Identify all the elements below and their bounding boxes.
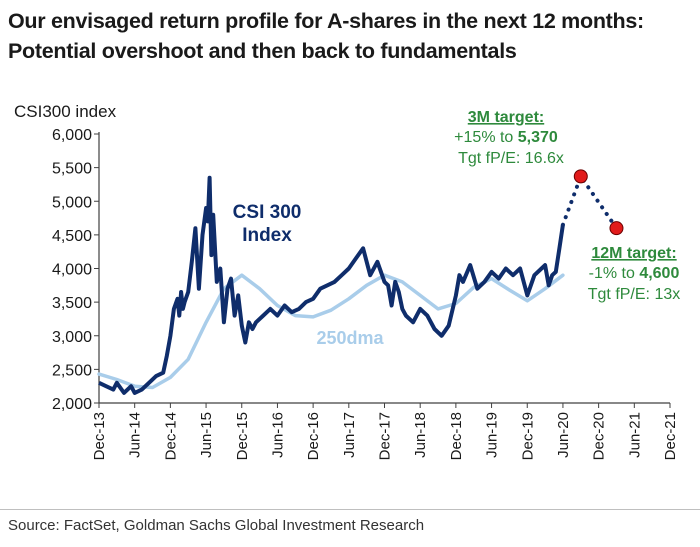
- y-tick-label: 5,500: [52, 161, 92, 178]
- title-line-1: Our envisaged return profile for A-share…: [8, 9, 644, 33]
- y-axis-label: CSI300 index: [14, 102, 117, 121]
- line-chart: CSI300 index 2,000 2,500 3,000 3,500 4,000 4,…: [14, 102, 680, 460]
- dma250-label: 250dma: [316, 328, 384, 348]
- x-tick-label: Jun-19: [484, 412, 501, 458]
- y-axis-ticks: 2,000 2,500 3,000 3,500 4,000 4,500 5,000 5,500…: [52, 127, 99, 413]
- series-layer: [97, 169, 624, 395]
- x-tick-label: Jun-17: [341, 412, 358, 458]
- target-annotations: 3M target: +15% to 5,370 Tgt fP/E: 16.6x…: [454, 109, 680, 303]
- y-tick-label: 6,000: [52, 127, 92, 144]
- axes: [98, 132, 670, 404]
- x-axis-ticks: Dec-13 Jun-14 Dec-14 Jun-15 Dec-15 Jun-16 Dec-…: [91, 403, 679, 460]
- x-tick-label: Jun-16: [269, 412, 286, 458]
- y-tick-label: 2,000: [52, 396, 92, 413]
- x-tick-label: Jun-21: [626, 412, 643, 458]
- x-tick-label: Dec-21: [662, 412, 679, 460]
- y-tick-label: 3,500: [52, 295, 92, 312]
- y-tick-label: 4,500: [52, 228, 92, 245]
- series-csi300-line: [98, 175, 565, 395]
- target-12m-heading: 12M target:: [591, 245, 676, 262]
- y-tick-label: 2,500: [52, 362, 92, 379]
- x-tick-label: Dec-16: [305, 412, 322, 460]
- series-labels: CSI 300 Index 250dma: [233, 202, 385, 348]
- target-12m-line2: -1% to 4,600: [589, 265, 680, 282]
- target-3m-line2: +15% to 5,370: [454, 129, 558, 146]
- series-projection-dotted-line: [560, 172, 619, 231]
- y-tick-label: 4,000: [52, 262, 92, 279]
- target-12m-line3: Tgt fP/E: 13x: [588, 286, 680, 303]
- target-3m-line3: Tgt fP/E: 16.6x: [458, 150, 564, 167]
- title-line-2: Potential overshoot and then back to fun…: [8, 39, 517, 63]
- y-tick-label: 3,000: [52, 329, 92, 346]
- csi300-label-line-1: CSI 300: [233, 202, 302, 223]
- x-tick-label: Jun-15: [198, 412, 215, 458]
- x-tick-label: Dec-17: [377, 412, 394, 460]
- csi300-label-line-2: Index: [242, 225, 292, 246]
- x-tick-label: Dec-20: [591, 412, 608, 460]
- x-tick-label: Jun-18: [412, 412, 429, 458]
- y-tick-label: 5,000: [52, 194, 92, 211]
- target-3m-heading: 3M target:: [468, 109, 544, 126]
- chart-title: Our envisaged return profile for A-share…: [8, 6, 698, 66]
- x-tick-label: Dec-15: [234, 412, 251, 460]
- source-divider: [0, 509, 700, 510]
- target-3m-dot: [573, 169, 588, 184]
- x-tick-label: Dec-13: [91, 412, 108, 460]
- x-tick-label: Jun-14: [127, 412, 144, 458]
- x-tick-label: Dec-14: [162, 412, 179, 460]
- source-note: Source: FactSet, Goldman Sachs Global In…: [8, 517, 425, 534]
- target-12m-dot: [609, 221, 624, 236]
- x-tick-label: Dec-18: [448, 412, 465, 460]
- x-tick-label: Jun-20: [555, 412, 572, 458]
- x-tick-label: Dec-19: [519, 412, 536, 460]
